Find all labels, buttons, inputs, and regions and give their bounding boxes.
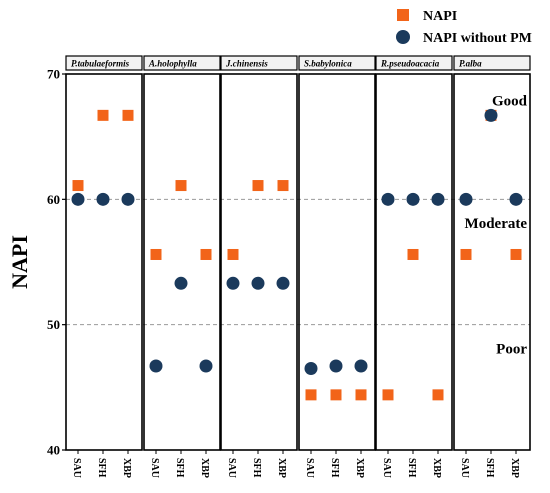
- facet-strip: [375, 55, 453, 71]
- facet-panel: [298, 73, 376, 451]
- napi-without-pm-point: [199, 359, 213, 373]
- x-tick-label: XBP: [431, 458, 442, 478]
- facet-panel: [453, 73, 531, 451]
- y-tick-label: 50: [47, 317, 60, 332]
- napi-point: [355, 389, 367, 401]
- napi-point: [330, 389, 342, 401]
- facet-title: J.chinensis: [225, 59, 268, 69]
- x-tick-label: SAU: [304, 458, 315, 478]
- x-tick-label: XBP: [509, 458, 520, 478]
- y-tick-label: 40: [47, 443, 60, 458]
- x-tick-label: SFH: [484, 458, 495, 478]
- facet-panel: [65, 73, 143, 451]
- napi-point: [150, 248, 162, 260]
- y-axis-title: NAPI: [7, 235, 32, 289]
- x-tick-label: SFH: [329, 458, 340, 478]
- napi-point: [200, 248, 212, 260]
- zone-label: Moderate: [465, 216, 528, 232]
- facet-panel: [220, 73, 298, 451]
- facet-strip: [453, 55, 531, 71]
- napi-without-pm-point: [381, 192, 395, 206]
- napi-point: [122, 109, 134, 121]
- x-tick-label: SAU: [71, 458, 82, 478]
- y-tick-label: 70: [47, 67, 60, 82]
- x-tick-label: SFH: [251, 458, 262, 478]
- napi-point: [432, 389, 444, 401]
- legend-label: NAPI: [423, 9, 457, 24]
- x-tick-label: XBP: [199, 458, 210, 478]
- napi-without-pm-point: [406, 192, 420, 206]
- x-tick-label: SAU: [381, 458, 392, 478]
- napi-without-pm-point: [149, 359, 163, 373]
- napi-point: [382, 389, 394, 401]
- facet-panel: [375, 73, 453, 451]
- napi-without-pm-point: [509, 192, 523, 206]
- facet-title: S.babylonica: [304, 59, 352, 69]
- facet-title: A.holophylla: [148, 59, 197, 69]
- x-tick-label: XBP: [354, 458, 365, 478]
- napi-point: [510, 248, 522, 260]
- facet-panel: [143, 73, 221, 451]
- napi-without-pm-point: [354, 359, 368, 373]
- x-tick-label: SFH: [96, 458, 107, 478]
- y-tick-label: 60: [47, 192, 60, 207]
- facet-title: P.tabulaeformis: [71, 59, 130, 69]
- napi-point: [277, 180, 289, 192]
- napi-without-pm-point: [174, 276, 188, 290]
- facet-strip: [65, 55, 143, 71]
- napi-without-pm-point: [96, 192, 110, 206]
- napi-without-pm-point: [304, 362, 318, 376]
- facet-strip: [298, 55, 376, 71]
- x-tick-label: XBP: [121, 458, 132, 478]
- napi-without-pm-point: [71, 192, 85, 206]
- facet-title: R.pseudoacacia: [380, 59, 440, 69]
- napi-point: [97, 109, 109, 121]
- legend-swatch-square: [397, 9, 409, 21]
- napi-without-pm-point: [459, 192, 473, 206]
- napi-point: [175, 180, 187, 192]
- x-tick-label: SFH: [174, 458, 185, 478]
- facet-strip: [220, 55, 298, 71]
- napi-point: [227, 248, 239, 260]
- x-tick-label: XBP: [276, 458, 287, 478]
- zone-label: Poor: [496, 341, 527, 357]
- legend-swatch-circle: [396, 30, 410, 44]
- napi-without-pm-point: [276, 276, 290, 290]
- x-tick-label: SAU: [149, 458, 160, 478]
- facet-title: P.alba: [459, 59, 482, 69]
- napi-point: [252, 180, 264, 192]
- x-tick-label: SAU: [226, 458, 237, 478]
- napi-point: [407, 248, 419, 260]
- napi-without-pm-point: [121, 192, 135, 206]
- napi-without-pm-point: [329, 359, 343, 373]
- zone-label: Good: [492, 93, 528, 109]
- napi-without-pm-point: [431, 192, 445, 206]
- napi-point: [305, 389, 317, 401]
- napi-point: [460, 248, 472, 260]
- napi-point: [72, 180, 84, 192]
- x-tick-label: SAU: [459, 458, 470, 478]
- napi-without-pm-point: [226, 276, 240, 290]
- x-tick-label: SFH: [406, 458, 417, 478]
- napi-without-pm-point: [251, 276, 265, 290]
- facet-strip: [143, 55, 221, 71]
- legend-label: NAPI without PM: [423, 31, 532, 46]
- napi-without-pm-point: [484, 108, 498, 122]
